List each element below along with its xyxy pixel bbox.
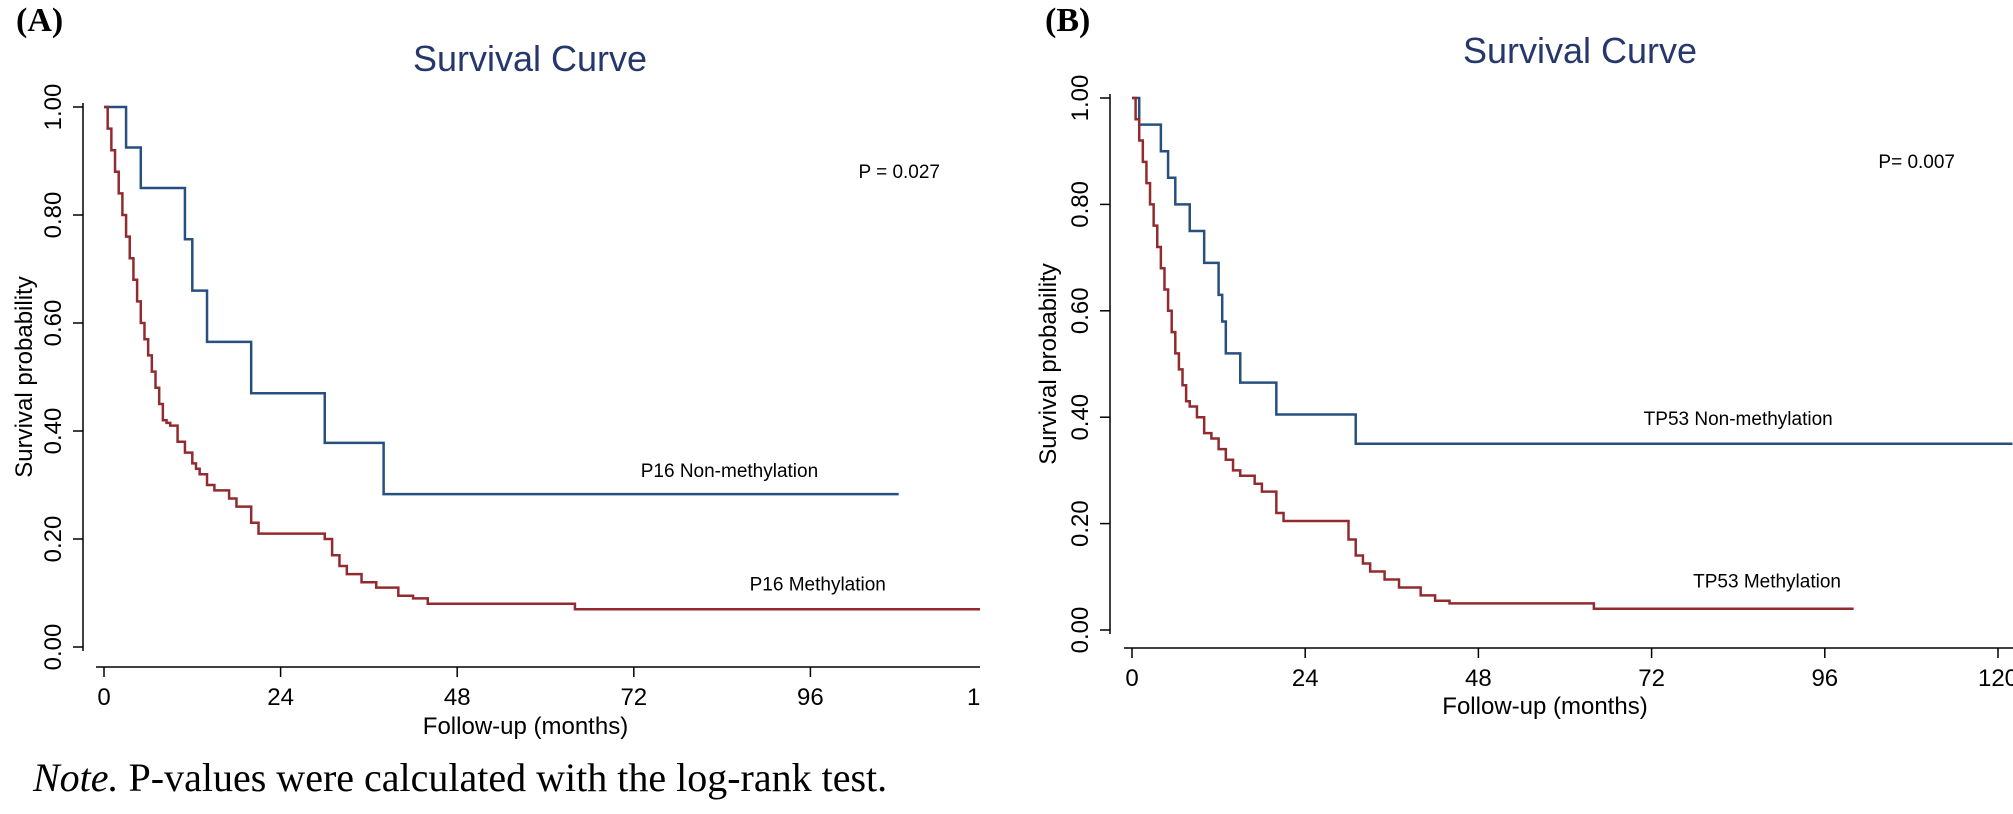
- x-tick-label: 96: [797, 684, 824, 711]
- x-tick-label: 96: [1811, 665, 1838, 692]
- y-tick-label: 0.00: [40, 624, 67, 671]
- series-label-tp53-methylation: TP53 Methylation: [1693, 571, 1841, 592]
- y-tick-label: 0.20: [1067, 500, 1094, 547]
- y-tick-label: 0.40: [40, 408, 67, 455]
- x-axis-title: Follow-up (months): [1442, 693, 1647, 720]
- curve-p16-methylation: [104, 105, 980, 611]
- y-tick-label: 1.00: [1067, 75, 1094, 122]
- survival-chart-a: Survival Curve 0.00 0.20 0.40 0.60 0.80 1.00 0 2…: [11, 38, 980, 740]
- x-tick-label: 24: [267, 684, 294, 711]
- x-tick-label: 72: [620, 684, 647, 711]
- y-tick-label: 1.00: [40, 84, 67, 131]
- series-label-p16-non-methylation: P16 Non-methylation: [641, 461, 818, 482]
- y-axis-title: Survival probability: [11, 276, 38, 477]
- series-label-p16-methylation: P16 Methylation: [750, 574, 886, 595]
- y-tick-label: 0.40: [1067, 394, 1094, 441]
- survival-chart-b: Survival Curve 0.00 0.20 0.40 0.60 0.80 1.00 0 2…: [1035, 30, 2013, 720]
- x-tick-label: 120: [1978, 665, 2013, 692]
- y-tick-label: 0.60: [1067, 287, 1094, 334]
- x-tick-label: 0: [1125, 665, 1138, 692]
- x-tick-label: 48: [1465, 665, 1492, 692]
- x-axis-title: Follow-up (months): [423, 713, 628, 740]
- y-tick-label: 0.60: [40, 300, 67, 347]
- y-tick-label: 0.80: [1067, 181, 1094, 228]
- y-axis-title: Survival probability: [1035, 263, 1062, 464]
- y-tick-label: 0.20: [40, 516, 67, 563]
- panel-label-a: (A): [16, 2, 64, 39]
- x-tick-label: 24: [1292, 665, 1319, 692]
- x-tick-label: 48: [444, 684, 471, 711]
- chart-title: Survival Curve: [413, 38, 647, 79]
- x-tick-label: 0: [97, 684, 110, 711]
- chart-title: Survival Curve: [1463, 30, 1697, 71]
- curve-tp53-non-methylation: [1132, 96, 2013, 446]
- note-label: Note.: [33, 755, 119, 800]
- p-value-annotation: P= 0.007: [1878, 152, 1955, 173]
- y-tick-label: 0.80: [40, 192, 67, 239]
- panel-label-b: (B): [1045, 2, 1091, 39]
- x-tick-label: 72: [1638, 665, 1665, 692]
- p-value-annotation: P = 0.027: [858, 162, 940, 183]
- footnote: Note. P-values were calculated with the …: [33, 754, 887, 801]
- x-tick-label: 120: [967, 684, 980, 711]
- y-tick-label: 0.00: [1067, 607, 1094, 654]
- note-text: P-values were calculated with the log-ra…: [118, 755, 888, 800]
- series-label-tp53-non-methylation: TP53 Non-methylation: [1644, 409, 1833, 430]
- curve-p16-non-methylation: [104, 105, 899, 496]
- curve-tp53-methylation: [1132, 96, 1854, 610]
